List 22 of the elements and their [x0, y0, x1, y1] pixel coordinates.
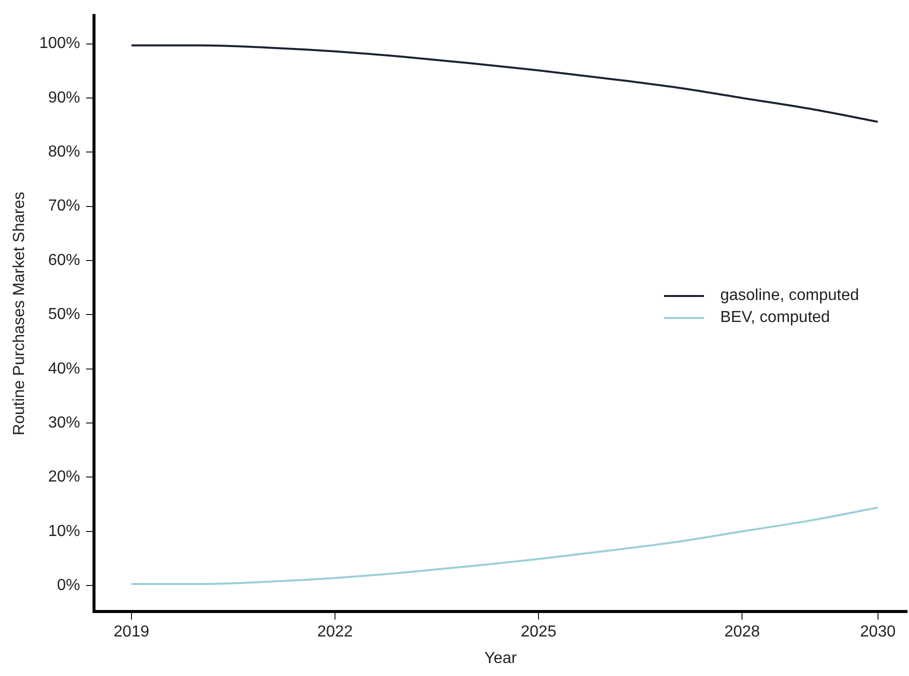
y-tick-label: 70%: [48, 198, 80, 215]
y-tick-label: 30%: [48, 414, 80, 432]
y-axis-title: Routine Purchases Market Shares: [11, 192, 28, 436]
line-series: [130, 506, 879, 585]
y-tick-label: 20%: [48, 468, 80, 486]
y-tick-label: 90%: [48, 89, 80, 106]
x-tick-label: 2019: [114, 624, 150, 641]
legend-label: gasoline, computed: [720, 287, 859, 305]
y-tick-label: 100%: [39, 35, 80, 52]
legend-label: BEV, computed: [720, 309, 830, 327]
x-axis-title: Year: [484, 650, 518, 667]
y-tick-label: 50%: [48, 306, 80, 324]
x-tick-label: 2025: [520, 624, 556, 641]
y-tick-label: 40%: [48, 360, 80, 378]
line-series: [130, 44, 879, 123]
y-tick-label: 0%: [56, 577, 80, 594]
x-tick-label: 2022: [317, 624, 353, 641]
x-tick-label: 2028: [724, 624, 760, 641]
y-tick-label: 10%: [48, 522, 80, 540]
y-tick-label: 80%: [48, 144, 80, 161]
y-tick-label: 60%: [48, 252, 80, 269]
x-tick-label: 2030: [860, 624, 896, 641]
